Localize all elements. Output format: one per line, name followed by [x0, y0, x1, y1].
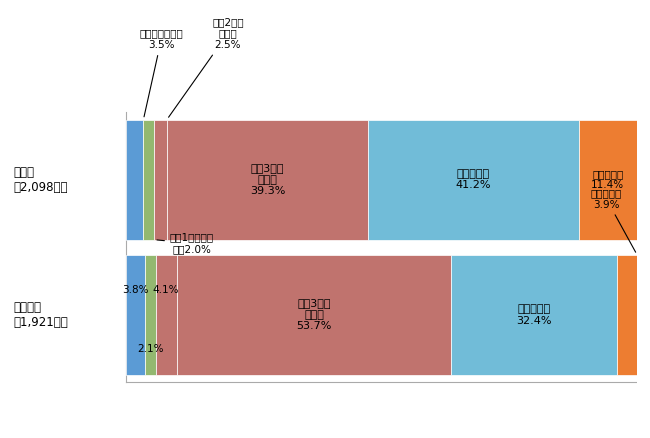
Bar — [167, 120, 368, 240]
Text: 2.1%: 2.1% — [137, 343, 164, 353]
Text: わからない
3.9%: わからない 3.9% — [591, 188, 636, 252]
Bar — [154, 120, 167, 240]
Text: 高校2年生
の時点
2.5%: 高校2年生 の時点 2.5% — [168, 17, 244, 117]
Bar — [125, 120, 144, 240]
Text: わからない
11.4%: わからない 11.4% — [592, 169, 625, 191]
Text: 3.8%: 3.8% — [122, 285, 148, 295]
Bar — [145, 254, 156, 375]
Bar — [177, 254, 451, 375]
Bar — [617, 254, 637, 375]
Bar — [451, 254, 617, 375]
Text: 4.1%: 4.1% — [153, 285, 179, 295]
Text: 延滞者
（2,098人）: 延滞者 （2,098人） — [13, 166, 68, 194]
Text: 無延滞者
（1,921人）: 無延滞者 （1,921人） — [13, 301, 68, 329]
Text: 高校3年生
の時点
39.3%: 高校3年生 の時点 39.3% — [250, 163, 285, 196]
Bar — [156, 254, 177, 375]
Text: 高校卒業後
41.2%: 高校卒業後 41.2% — [456, 169, 491, 191]
Bar — [125, 254, 145, 375]
Text: 高校卒業後
32.4%: 高校卒業後 32.4% — [517, 304, 552, 325]
Text: 高校入学より前
3.5%: 高校入学より前 3.5% — [140, 28, 183, 117]
Text: 高校1年生の時
点　2.0%: 高校1年生の時 点 2.0% — [157, 233, 214, 254]
Bar — [368, 120, 578, 240]
Text: 高校3年生
の時点
53.7%: 高校3年生 の時点 53.7% — [296, 298, 332, 331]
Bar — [144, 120, 154, 240]
Bar — [578, 120, 637, 240]
